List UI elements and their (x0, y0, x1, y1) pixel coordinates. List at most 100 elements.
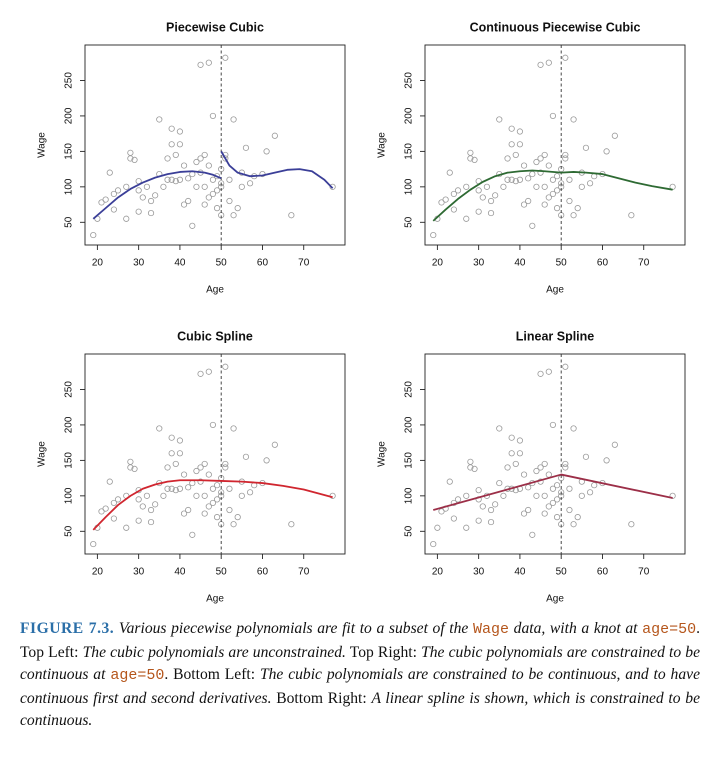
data-point (213, 187, 221, 194)
data-point (516, 141, 524, 148)
x-tick-label: 20 (92, 567, 104, 578)
y-tick-label: 50 (64, 525, 75, 537)
y-tick-label: 150 (404, 143, 415, 160)
data-point (193, 492, 200, 499)
data-point (533, 467, 540, 475)
data-point (168, 434, 175, 441)
data-point (475, 187, 482, 194)
caption-roman: . Bottom Left: (164, 666, 260, 684)
data-point (98, 199, 105, 206)
data-point (123, 215, 130, 222)
data-point (520, 201, 528, 208)
data-point (197, 155, 204, 162)
y-tick-label: 150 (404, 452, 415, 469)
x-tick-label: 30 (133, 567, 145, 578)
data-point (430, 231, 437, 239)
data-point (434, 524, 441, 531)
data-point (537, 370, 544, 377)
data-point (566, 485, 573, 492)
x-tick-label: 60 (597, 567, 609, 578)
data-point (213, 205, 221, 212)
data-point (582, 453, 590, 460)
data-point (164, 155, 171, 162)
data-point (549, 176, 557, 183)
x-tick-label: 70 (298, 258, 310, 269)
data-point (185, 484, 192, 491)
data-point (147, 518, 155, 526)
data-point (209, 112, 217, 120)
data-point (578, 492, 585, 499)
data-point (467, 458, 474, 465)
y-tick-label: 100 (64, 178, 75, 195)
data-point (558, 489, 565, 496)
data-point (205, 162, 212, 169)
data-point (288, 521, 295, 528)
data-point (520, 162, 528, 169)
data-point (205, 368, 212, 375)
data-point (454, 496, 462, 503)
data-point (156, 425, 163, 432)
data-point (562, 151, 569, 159)
data-point (549, 112, 557, 120)
x-tick-label: 20 (432, 258, 444, 269)
data-point (226, 506, 233, 514)
data-point (205, 194, 212, 201)
x-tick-label: 70 (638, 258, 650, 269)
data-point (180, 471, 188, 478)
caption-code: Wage (473, 621, 510, 638)
data-point (533, 158, 540, 166)
data-point (168, 176, 175, 183)
data-point (106, 169, 113, 176)
data-point (562, 155, 569, 162)
y-tick-label: 250 (404, 72, 415, 89)
data-point (520, 510, 528, 517)
data-point (160, 183, 167, 190)
data-point (553, 482, 561, 489)
data-point (114, 187, 122, 194)
data-point (669, 492, 676, 499)
data-point (209, 176, 217, 183)
data-point (570, 212, 577, 219)
data-point (450, 515, 457, 522)
data-point (114, 496, 122, 503)
data-point (525, 197, 532, 205)
data-point (504, 464, 511, 471)
data-point (487, 506, 495, 514)
data-point (185, 175, 192, 182)
data-point (508, 176, 515, 183)
data-point (172, 460, 179, 468)
x-axis-label: Age (206, 285, 224, 296)
data-point (454, 187, 462, 194)
chart-title: Continuous Piecewise Cubic (470, 20, 641, 34)
data-point (574, 514, 581, 521)
data-point (603, 148, 610, 155)
chart-title: Cubic Spline (177, 329, 253, 343)
data-point (180, 510, 188, 517)
data-point (529, 531, 536, 538)
caption-code: age=50 (642, 621, 697, 638)
x-axis-label: Age (546, 285, 564, 296)
data-point (180, 201, 188, 208)
x-tick-label: 60 (257, 258, 269, 269)
data-point (172, 178, 179, 185)
data-point (500, 183, 507, 190)
data-point (512, 151, 519, 159)
data-point (516, 176, 524, 183)
caption-italic: The cubic polynomials are constrained to… (20, 666, 700, 707)
figure: Piecewise Cubic 20 30 40 50 60 70 50 100 150 200 25… (37, 20, 686, 605)
data-point (553, 496, 561, 503)
plot-frame (84, 353, 346, 555)
data-point (90, 540, 97, 548)
data-point (263, 457, 270, 464)
data-point (197, 464, 204, 471)
data-point (529, 170, 536, 178)
data-point (628, 212, 635, 219)
data-point (172, 151, 179, 159)
data-point (127, 149, 134, 156)
chart-title: Piecewise Cubic (166, 20, 264, 34)
data-point (222, 363, 229, 370)
data-point (156, 116, 163, 123)
data-point (582, 144, 590, 151)
data-point (168, 450, 175, 457)
data-point (545, 59, 552, 66)
